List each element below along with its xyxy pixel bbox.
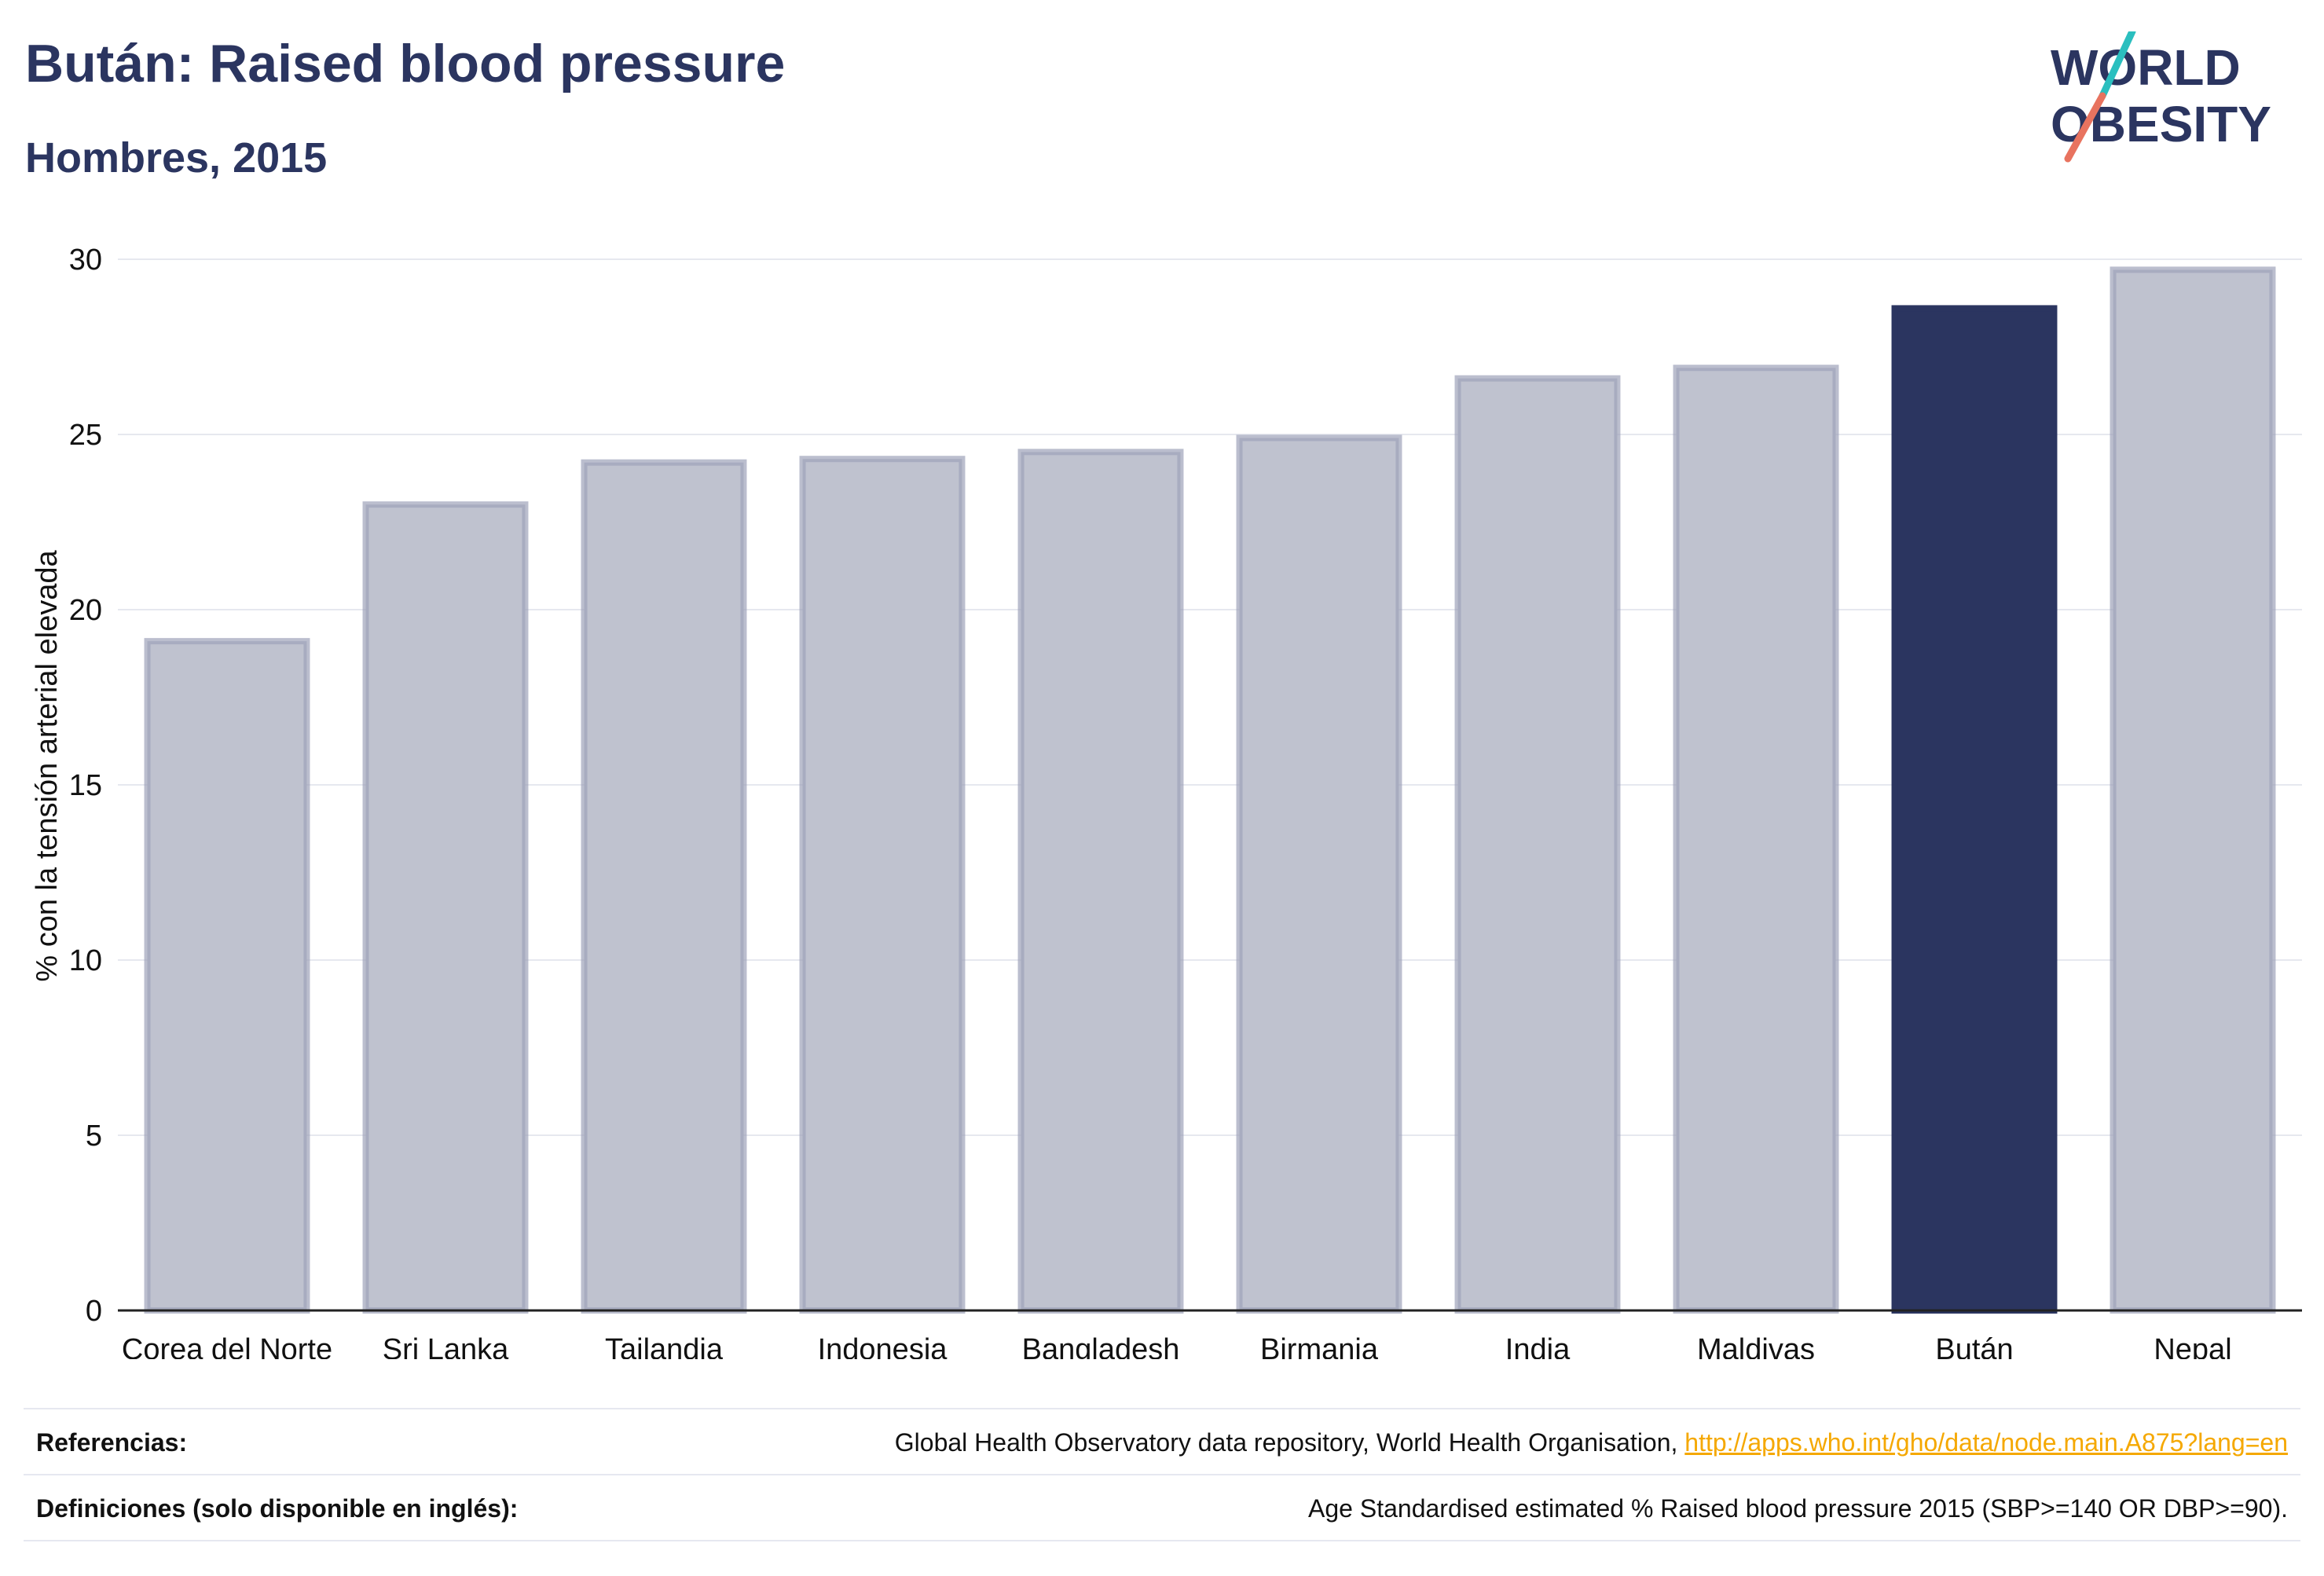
y-axis-label: % con la tensión arterial elevada <box>31 550 64 982</box>
axes: 0 5 10 15 20 25 30 Corea del Norte Sri Lanka Tail… <box>69 244 2302 1359</box>
bar-indonesia <box>799 456 966 1314</box>
references-link[interactable]: http://apps.who.int/gho/data/node.main.A… <box>1684 1428 2288 1457</box>
logo-line1: WORLD <box>2051 39 2241 96</box>
x-tick-label: Tailandia <box>605 1333 724 1359</box>
bars <box>144 266 2276 1314</box>
bar-india <box>1454 375 1621 1314</box>
x-tick-label: Sri Lanka <box>383 1333 509 1359</box>
bar-nepal <box>2110 266 2276 1314</box>
y-tick-label: 30 <box>69 244 102 277</box>
x-tick-label: Indonesia <box>818 1333 948 1359</box>
footer-bottom-rule <box>24 1540 2300 1541</box>
y-tick-label: 0 <box>86 1295 102 1328</box>
x-tick-label: India <box>1505 1333 1571 1359</box>
bar-bután <box>1891 305 2058 1314</box>
bar-tailandia <box>581 459 747 1314</box>
page-subtitle: Hombres, 2015 <box>25 134 328 181</box>
definitions-row: Definiciones (solo disponible en inglés)… <box>24 1474 2300 1541</box>
bar-corea-del-norte <box>144 638 310 1314</box>
x-tick-label: Corea del Norte <box>122 1333 332 1359</box>
y-tick-label: 10 <box>69 944 102 977</box>
x-tick-label: Bangladesh <box>1022 1333 1180 1359</box>
x-tick-label: Birmania <box>1260 1333 1379 1359</box>
bar-chart: 0 5 10 15 20 25 30 Corea del Norte Sri Lanka Tail… <box>31 244 2302 1359</box>
logo-slash-coral <box>2064 92 2106 163</box>
x-tick-label: Bután <box>1935 1333 2013 1359</box>
references-value: Global Health Observatory data repositor… <box>895 1428 2300 1457</box>
bar-bangladesh <box>1017 449 1184 1314</box>
references-label: Referencias: <box>36 1428 188 1457</box>
y-tick-label: 25 <box>69 419 102 452</box>
references-row: Referencias: Global Health Observatory d… <box>24 1408 2300 1475</box>
logo-slash-teal <box>2099 31 2136 100</box>
definitions-value: Age Standardised estimated % Raised bloo… <box>1308 1494 2288 1523</box>
y-tick-label: 5 <box>86 1120 102 1153</box>
bar-sri-lanka <box>362 501 529 1314</box>
bar-birmania <box>1236 434 1402 1314</box>
x-tick-label: Maldivas <box>1697 1333 1815 1359</box>
y-tick-label: 15 <box>69 769 102 802</box>
world-obesity-logo: WORLD OBESITY <box>2051 31 2271 163</box>
y-tick-label: 20 <box>69 594 102 627</box>
x-tick-label: Nepal <box>2154 1333 2231 1359</box>
references-text: Global Health Observatory data repositor… <box>894 1428 1685 1457</box>
bar-maldivas <box>1673 365 1839 1314</box>
definitions-label: Definiciones (solo disponible en inglés)… <box>36 1494 519 1523</box>
page-title: Bután: Raised blood pressure <box>25 34 786 93</box>
